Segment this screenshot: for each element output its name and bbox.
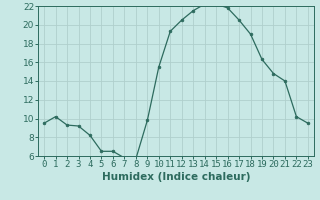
X-axis label: Humidex (Indice chaleur): Humidex (Indice chaleur) <box>102 172 250 182</box>
